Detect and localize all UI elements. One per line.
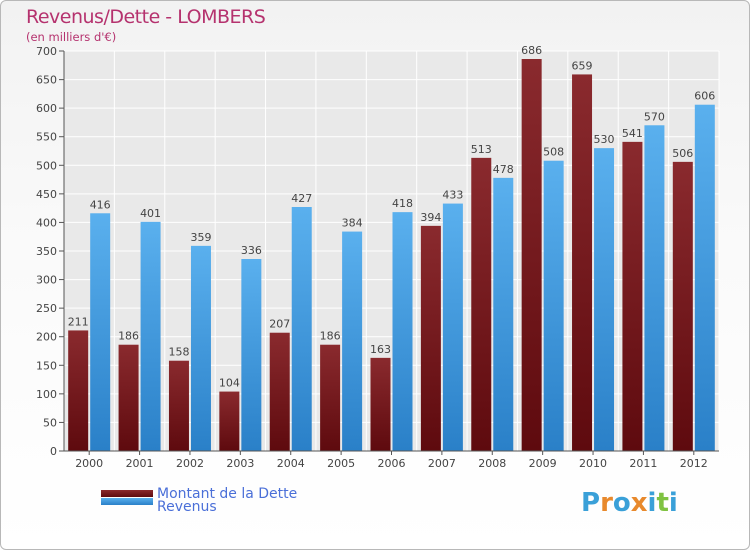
logo-letter: x	[630, 488, 648, 518]
bar-revenus	[493, 177, 514, 451]
bar-dette	[521, 59, 542, 451]
data-label-dette: 186	[320, 330, 341, 343]
data-label-dette: 541	[622, 127, 643, 140]
data-label-dette: 659	[572, 59, 593, 72]
x-tick-label: 2010	[579, 457, 607, 470]
data-label-revenus: 427	[291, 192, 312, 205]
legend-swatch-dette	[101, 490, 153, 497]
x-tick-label: 2000	[75, 457, 103, 470]
logo-letter: o	[612, 488, 631, 518]
x-tick-label: 2001	[126, 457, 154, 470]
bar-revenus	[543, 160, 564, 451]
data-label-revenus: 570	[644, 110, 665, 123]
bar-dette	[320, 344, 341, 451]
data-label-revenus: 530	[594, 133, 615, 146]
y-tick-label: 150	[36, 359, 57, 372]
data-label-dette: 163	[370, 343, 391, 356]
x-tick-label: 2012	[680, 457, 708, 470]
bar-dette	[68, 330, 89, 451]
x-tick-label: 2008	[478, 457, 506, 470]
y-tick-label: 700	[36, 45, 57, 58]
bar-dette	[420, 225, 441, 451]
data-label-dette: 506	[672, 147, 693, 160]
x-tick-label: 2002	[176, 457, 204, 470]
y-tick-label: 350	[36, 245, 57, 258]
bar-dette	[572, 74, 593, 451]
proxiti-logo: Proxiti	[581, 488, 678, 518]
x-tick-label: 2004	[277, 457, 305, 470]
bar-dette	[269, 332, 290, 451]
logo-letter: P	[581, 488, 601, 518]
logo-letter: t	[656, 488, 669, 518]
logo-letter: r	[600, 488, 613, 518]
bar-revenus	[291, 207, 312, 451]
chart-title: Revenus/Dette - LOMBERS	[26, 6, 266, 28]
data-label-revenus: 478	[493, 163, 514, 176]
bar-revenus	[644, 125, 665, 452]
data-label-revenus: 359	[190, 231, 211, 244]
y-tick-label: 200	[36, 331, 57, 344]
y-tick-label: 600	[36, 102, 57, 115]
y-tick-label: 400	[36, 216, 57, 229]
bar-dette	[622, 141, 643, 451]
x-tick-label: 2003	[226, 457, 254, 470]
x-tick-label: 2011	[629, 457, 657, 470]
data-label-revenus: 606	[694, 90, 715, 103]
y-tick-label: 50	[43, 416, 57, 429]
bar-dette	[219, 391, 240, 451]
data-label-dette: 211	[68, 315, 89, 328]
bar-revenus	[140, 221, 161, 451]
data-label-dette: 686	[521, 44, 542, 57]
logo-letter: i	[668, 488, 678, 518]
data-label-dette: 394	[420, 211, 441, 224]
bar-dette	[118, 344, 139, 451]
data-label-revenus: 433	[442, 189, 463, 202]
data-label-dette: 513	[471, 143, 492, 156]
y-tick-label: 550	[36, 131, 57, 144]
legend-label-dette: Montant de la Dette	[157, 486, 298, 502]
data-label-revenus: 401	[140, 207, 161, 220]
bar-dette	[168, 360, 189, 451]
data-label-dette: 158	[168, 346, 189, 359]
x-tick-label: 2009	[529, 457, 557, 470]
bar-revenus	[442, 203, 463, 451]
data-label-dette: 207	[269, 318, 290, 331]
bar-revenus	[190, 245, 211, 451]
x-tick-label: 2005	[327, 457, 355, 470]
data-label-revenus: 418	[392, 197, 413, 210]
y-tick-label: 250	[36, 302, 57, 315]
data-label-dette: 104	[219, 377, 240, 390]
y-tick-label: 650	[36, 74, 57, 87]
legend-swatch-revenus	[101, 498, 153, 505]
logo-letter: i	[647, 488, 657, 518]
y-tick-label: 100	[36, 388, 57, 401]
data-label-dette: 186	[118, 330, 139, 343]
data-label-revenus: 508	[543, 146, 564, 159]
data-label-revenus: 416	[90, 198, 111, 211]
data-label-revenus: 384	[342, 217, 363, 230]
x-tick-label: 2007	[428, 457, 456, 470]
data-label-revenus: 336	[241, 244, 262, 257]
y-tick-label: 300	[36, 274, 57, 287]
bar-revenus	[594, 148, 615, 451]
bar-revenus	[392, 212, 413, 451]
bar-dette	[672, 161, 693, 451]
bar-revenus	[342, 231, 363, 451]
bar-revenus	[90, 213, 111, 451]
y-tick-label: 0	[50, 445, 57, 458]
y-tick-label: 500	[36, 159, 57, 172]
legend-label-revenus: Revenus	[157, 499, 217, 515]
bar-revenus	[241, 259, 262, 451]
x-tick-label: 2006	[378, 457, 406, 470]
bar-dette	[471, 157, 492, 451]
bar-dette	[370, 357, 391, 451]
y-tick-label: 450	[36, 188, 57, 201]
bar-revenus	[694, 104, 715, 451]
chart-subtitle: (en milliers d'€)	[26, 30, 117, 44]
